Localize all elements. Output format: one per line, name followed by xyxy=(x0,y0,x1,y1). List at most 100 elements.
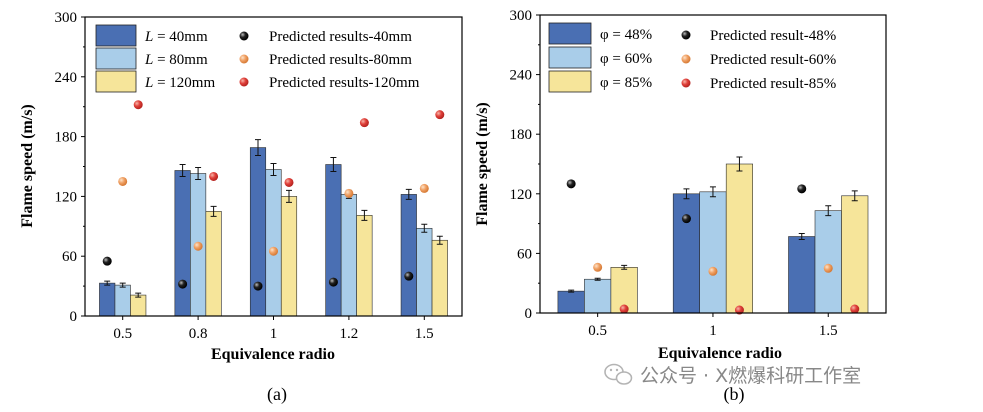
panel-a-legend: L = 40mm L = 80mm L = 120mm Predicted re… xyxy=(95,24,420,93)
errorbar-a-s1-c1 xyxy=(104,280,111,286)
point-b-p1-c1 xyxy=(566,179,576,189)
legend-b-label-1: φ = 48% xyxy=(600,27,652,43)
bar-a-s3-c1 xyxy=(130,294,147,317)
point-b-p1-c3 xyxy=(797,184,807,194)
bar-a-s2-c4 xyxy=(340,194,357,317)
bar-a-s1-c4 xyxy=(325,164,342,317)
errorbar-a-s3-c1 xyxy=(135,292,142,298)
legend-b-pred-3: Predicted result-85% xyxy=(710,76,836,92)
errorbar-a-s1-c5 xyxy=(405,188,412,200)
point-a-p1-c1 xyxy=(102,256,112,266)
point-b-p2-c1 xyxy=(593,262,603,272)
point-b-p2-c3 xyxy=(823,263,833,273)
xtick-label-a-4: 1.2 xyxy=(340,326,359,342)
errorbar-b-s3-c3 xyxy=(851,190,858,202)
legend-b-swatch-3 xyxy=(548,70,592,93)
panel-b-legend: φ = 48% φ = 60% φ = 85% Predicted result… xyxy=(548,22,836,93)
ytick-label-b-4: 180 xyxy=(510,127,533,143)
ytick-label-a-6: 300 xyxy=(55,10,78,26)
panel-b-xlabel: Equivalence radio xyxy=(658,345,782,362)
bar-b-s2-c2 xyxy=(699,191,727,314)
bar-a-s1-c3 xyxy=(249,147,267,317)
xtick-label-b-3: 1.5 xyxy=(819,323,838,339)
legend-b-dot-2 xyxy=(681,54,691,64)
errorbar-a-s2-c3 xyxy=(270,163,277,176)
panel-a-marks xyxy=(99,100,448,317)
legend-b-dot-1 xyxy=(681,30,691,40)
legend-b-label-2: φ = 60% xyxy=(600,51,652,67)
legend-b-pred-2: Predicted result-60% xyxy=(710,52,836,68)
ytick-label-b-1: 0 xyxy=(525,306,533,322)
ytick-label-a-3: 120 xyxy=(55,189,78,205)
errorbar-b-s1-c2 xyxy=(683,188,690,200)
legend-a-swatch-3 xyxy=(95,70,137,93)
xtick-label-b-2: 1 xyxy=(709,323,717,339)
panel-b-axes: 0.5 1 1.5 0 60 120 180 240 300 xyxy=(510,8,838,339)
legend-a-label-2: L = 80mm xyxy=(144,52,208,68)
point-a-p3-c2 xyxy=(209,171,219,181)
bar-a-s2-c1 xyxy=(114,284,131,317)
xtick-label-a-5: 1.5 xyxy=(415,326,434,342)
watermark-text: 公众号 · X燃爆科研工作室 xyxy=(640,365,861,387)
errorbar-b-s1-c1 xyxy=(568,289,575,293)
xtick-label-b-1: 0.5 xyxy=(588,323,607,339)
errorbar-a-s3-c5 xyxy=(436,235,443,245)
errorbar-b-s2-c3 xyxy=(825,205,832,217)
bar-b-s3-c3 xyxy=(841,195,869,314)
point-a-p2-c4 xyxy=(344,188,354,198)
ytick-label-b-3: 120 xyxy=(510,187,533,203)
legend-a-dot-3 xyxy=(239,77,249,87)
bar-b-s2-c3 xyxy=(814,210,842,314)
legend-b-swatch-2 xyxy=(548,46,592,69)
ytick-label-a-4: 180 xyxy=(55,130,78,146)
point-a-p3-c4 xyxy=(359,118,369,128)
point-b-p3-c3 xyxy=(850,304,860,314)
ytick-label-b-5: 240 xyxy=(510,68,533,84)
errorbar-a-s1-c3 xyxy=(255,139,261,157)
ytick-label-b-2: 60 xyxy=(517,246,532,262)
panel-a-ylabel: Flame speed (m/s) xyxy=(19,104,36,228)
bar-a-s2-c5 xyxy=(416,227,433,317)
legend-a-dot-2 xyxy=(239,54,249,64)
bar-a-s3-c2 xyxy=(205,211,222,317)
bar-b-s1-c1 xyxy=(557,290,585,314)
bar-b-s1-c3 xyxy=(788,236,816,314)
legend-a-pred-1: Predicted results-40mm xyxy=(269,29,412,45)
ytick-label-a-1: 0 xyxy=(70,309,78,325)
legend-b-label-3: φ = 85% xyxy=(600,75,652,91)
panel-b: 0.5 1 1.5 0 60 120 180 240 300 Flame speed (m/s)… xyxy=(474,8,887,405)
errorbar-a-s3-c2 xyxy=(210,205,217,217)
xtick-label-a-3: 1 xyxy=(270,326,278,342)
errorbar-a-s2-c5 xyxy=(421,223,428,233)
point-a-p1-c2 xyxy=(178,279,188,289)
point-a-p3-c1 xyxy=(133,100,143,110)
panel-b-ylabel: Flame speed (m/s) xyxy=(474,102,491,226)
panel-a-xlabel: Equivalence radio xyxy=(211,346,335,363)
legend-a-dot-1 xyxy=(239,31,249,41)
point-b-p3-c2 xyxy=(734,305,744,315)
bar-b-s1-c2 xyxy=(672,193,701,314)
bar-b-s2-c1 xyxy=(584,278,612,314)
point-a-p2-c1 xyxy=(118,176,128,186)
bar-a-s1-c5 xyxy=(400,194,417,317)
point-b-p3-c1 xyxy=(619,304,629,314)
panel-a-axes: 0.5 0.8 1 1.2 1.5 0 60 120 180 240 300 xyxy=(55,10,434,342)
panel-a-label: (a) xyxy=(267,384,287,405)
panel-b-marks xyxy=(557,156,869,315)
legend-a-label-3: L = 120mm xyxy=(144,75,215,91)
bar-a-s1-c1 xyxy=(99,282,116,317)
ytick-label-b-6: 300 xyxy=(510,8,533,24)
bar-a-s3-c5 xyxy=(431,239,448,317)
legend-b-dot-3 xyxy=(681,78,691,88)
wechat-icon xyxy=(604,363,633,385)
panel-a: 0.5 0.8 1 1.2 1.5 0 60 120 180 240 300 Flame speed… xyxy=(19,10,463,405)
errorbar-a-s2-c1 xyxy=(119,282,126,288)
errorbar-a-s2-c2 xyxy=(195,166,202,180)
point-a-p2-c2 xyxy=(193,241,203,251)
point-a-p3-c5 xyxy=(435,110,445,120)
legend-a-swatch-2 xyxy=(95,47,137,70)
bar-b-s3-c2 xyxy=(725,163,754,314)
bar-a-s3-c3 xyxy=(280,196,298,317)
legend-a-label-1: L = 40mm xyxy=(144,29,208,45)
